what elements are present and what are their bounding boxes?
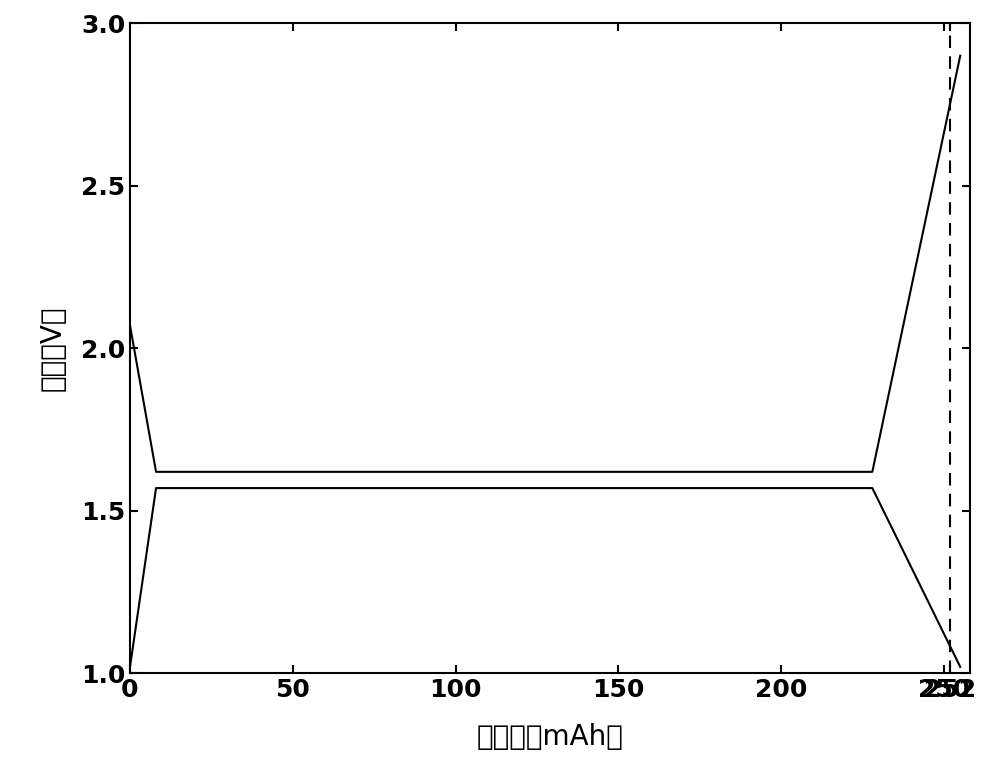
Y-axis label: 电压（V）: 电压（V） [39, 306, 67, 391]
X-axis label: 电容量（mAh）: 电容量（mAh） [477, 723, 623, 751]
